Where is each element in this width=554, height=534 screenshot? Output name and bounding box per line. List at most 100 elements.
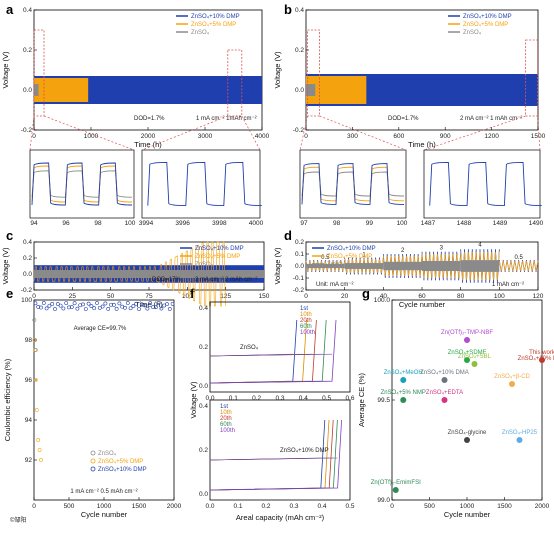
x-tick-label: 100 xyxy=(494,293,505,300)
inset-x-tick: 1487 xyxy=(421,220,436,227)
ce-point-10dmp xyxy=(58,303,63,308)
ce-point-10dmp xyxy=(67,305,71,310)
x-tick-label: 300 xyxy=(347,133,358,140)
series-band-znso4 xyxy=(34,84,39,96)
x-tick-label: 2000 xyxy=(535,503,550,510)
x-tick-label: 75 xyxy=(145,293,153,300)
inset-x-tick: 100 xyxy=(125,220,136,227)
ce-point-5dmp xyxy=(37,448,42,452)
y-tick-label: 98 xyxy=(25,337,33,344)
x-tick-label: 60 xyxy=(418,293,426,300)
legend-entry: 20th xyxy=(300,318,312,324)
annotation-current: 1 mA cm⁻² 1mAh cm⁻² xyxy=(196,116,257,122)
x-tick-label: 0.5 xyxy=(345,503,354,510)
inset-zoom: 1487 1488 1489 1490 xyxy=(421,149,544,227)
legend-entry: 100th xyxy=(300,330,315,336)
inset-frame xyxy=(29,149,135,219)
legend-entry: 1st xyxy=(300,306,308,312)
legend-entry: ZnSO₄+10% DMP xyxy=(191,14,240,20)
legend-entry: 60th xyxy=(300,324,312,330)
x-axis-label: Cycle number xyxy=(444,510,491,519)
legend-marker xyxy=(90,458,96,464)
series-band-znso4 xyxy=(422,260,461,272)
rate-label: 0.5 xyxy=(514,255,523,261)
x-axis-label: Cycle number xyxy=(81,510,128,519)
watermark: ©邹阳 xyxy=(10,516,26,524)
series-band-znso4 xyxy=(34,270,264,278)
zoom-connector xyxy=(537,115,541,151)
benchmark-point xyxy=(441,377,448,383)
ce-point-10dmp xyxy=(134,301,139,306)
ce-point-10dmp xyxy=(145,306,150,311)
zoom-connector xyxy=(241,115,261,151)
x-tick-label: 4000 xyxy=(255,133,270,140)
x-tick-label: 150 xyxy=(259,293,270,300)
rate-label: 0.5 xyxy=(321,255,330,261)
y-tick-label: -0.2 xyxy=(293,287,305,294)
y-tick-label: -0.2 xyxy=(21,287,33,294)
inset-frame xyxy=(423,149,541,219)
annotation-current: 2 mA cm⁻² 1 mAh cm⁻² xyxy=(460,116,522,122)
inset-x-tick: 3998 xyxy=(212,220,227,227)
y-axis-label: Voltage (V) xyxy=(273,51,282,89)
x-tick-label: 1200 xyxy=(484,133,499,140)
benchmark-label: ZnSO₄+10% DMP xyxy=(518,356,554,362)
rate-label: 3 xyxy=(440,245,444,251)
annotation-dod: DOD=1.7% xyxy=(388,116,419,122)
x-tick-label: 50 xyxy=(107,293,115,300)
benchmark-label: ZnSO₄+SBL xyxy=(458,354,492,360)
benchmark-point xyxy=(464,357,470,363)
ce-point-10dmp xyxy=(106,306,111,311)
voltage-curve xyxy=(209,319,307,384)
x-tick-label: 0.4 xyxy=(299,395,308,402)
inset-waveform xyxy=(31,162,133,206)
legend-entry: ZnSO₄+5% DMP xyxy=(463,22,508,28)
zoom-connector xyxy=(141,115,228,151)
ce-point-10dmp xyxy=(111,302,116,307)
x-tick-label: 600 xyxy=(393,133,404,140)
inset-x-tick: 1489 xyxy=(493,220,508,227)
ce-point-10dmp xyxy=(103,301,108,306)
legend-marker xyxy=(90,466,96,472)
ce-point-10dmp xyxy=(170,301,175,306)
rate-segment-line xyxy=(498,260,539,272)
inset-x-tick: 96 xyxy=(62,220,70,227)
ce-point-10dmp xyxy=(131,304,136,308)
ce-point-10dmp xyxy=(125,301,130,305)
ce-point-10dmp xyxy=(81,302,85,307)
ce-point-5dmp xyxy=(36,438,41,442)
panel-label: f xyxy=(190,286,195,301)
y-tick-label: 0.1 xyxy=(295,251,304,258)
ce-point-10dmp xyxy=(123,305,127,310)
y-axis-label: Voltage (V) xyxy=(1,51,10,89)
x-tick-label: 1000 xyxy=(84,133,99,140)
y-tick-label: 92 xyxy=(25,457,33,464)
y-tick-label: 0.2 xyxy=(295,239,304,246)
x-axis-label: Time (h) xyxy=(134,140,162,149)
legend-entry: 60th xyxy=(220,422,232,428)
series-band-znso4 xyxy=(306,263,345,269)
ce-point-10dmp xyxy=(167,307,172,311)
panel-label: b xyxy=(284,2,292,17)
y-tick-label: 0.2 xyxy=(199,344,208,351)
zoom-connector xyxy=(299,115,308,151)
subplot-label: ZnSO₄+10% DMP xyxy=(280,448,329,454)
legend-entry: 100th xyxy=(220,428,235,434)
y-tick-label: 99.5 xyxy=(377,397,390,404)
axes-b: 0 300 600 900 1200 1500 -0.2 0.0 0.2 0.4 Time (h) V… xyxy=(273,7,546,149)
y-tick-label: 0.2 xyxy=(295,47,304,54)
axes-d: 0 20 40 60 80 100 120 -0.2 -0.1 0.0 0.1 0.2 Cycle nu… xyxy=(273,239,544,309)
x-tick-label: 2000 xyxy=(167,503,182,510)
ce-point-10dmp xyxy=(137,307,141,311)
ce-point-10dmp xyxy=(114,306,119,311)
zoom-connector xyxy=(423,115,526,151)
panel-label: a xyxy=(6,2,14,17)
x-tick-label: 1500 xyxy=(531,133,546,140)
legend-entry: ZnSO₄+10% DMP xyxy=(463,14,512,20)
x-axis-label: Areal capacity (mAh cm⁻²) xyxy=(236,513,325,522)
x-tick-label: 1500 xyxy=(497,503,512,510)
x-tick-label: 120 xyxy=(533,293,544,300)
y-tick-label: 0.0 xyxy=(23,271,32,278)
ce-point-10dmp xyxy=(89,304,94,309)
